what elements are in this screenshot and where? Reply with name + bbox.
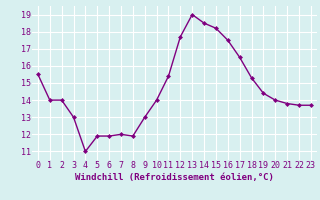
X-axis label: Windchill (Refroidissement éolien,°C): Windchill (Refroidissement éolien,°C)	[75, 173, 274, 182]
